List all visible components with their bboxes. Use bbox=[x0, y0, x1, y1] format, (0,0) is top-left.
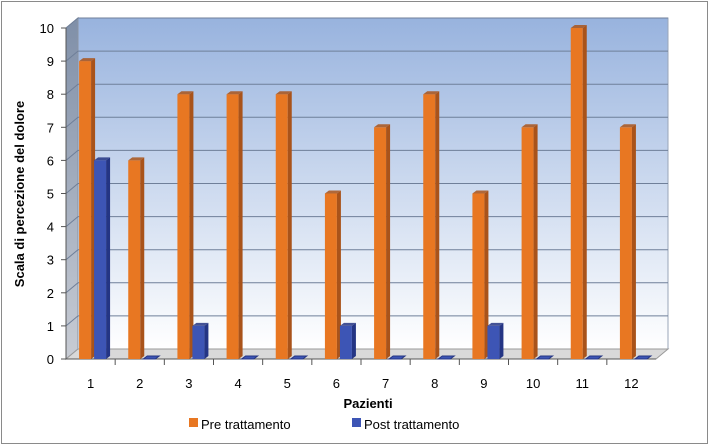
x-tick-label: 3 bbox=[185, 376, 192, 391]
y-axis-title: Scala di percezione del dolore bbox=[12, 101, 27, 287]
bar-pre bbox=[423, 94, 436, 359]
bar-post bbox=[141, 355, 161, 360]
gridline bbox=[65, 216, 668, 227]
bar-post bbox=[633, 355, 653, 360]
bar-post bbox=[289, 355, 309, 360]
y-tick-label: 10 bbox=[40, 21, 54, 36]
bar-pre-top bbox=[128, 157, 145, 161]
y-tick-label: 4 bbox=[47, 220, 54, 235]
x-tick-label: 11 bbox=[576, 376, 590, 391]
x-tick-label: 1 bbox=[87, 376, 94, 391]
legend-swatch-post bbox=[352, 418, 361, 427]
x-axis-title: Pazienti bbox=[343, 396, 392, 411]
y-tick-label: 0 bbox=[47, 352, 54, 367]
bar-post bbox=[535, 355, 555, 360]
x-tick-label: 9 bbox=[480, 376, 487, 391]
bar-pre-top bbox=[423, 91, 440, 95]
bar-pre-top bbox=[79, 58, 96, 62]
bar-post bbox=[240, 355, 260, 360]
bar-pre-side bbox=[435, 91, 440, 359]
bar-post-side bbox=[351, 322, 356, 359]
bar-pre-top bbox=[472, 190, 489, 194]
bar-pre bbox=[128, 160, 141, 359]
bar-pre-top bbox=[619, 124, 636, 128]
bar-pre-side bbox=[386, 124, 391, 359]
x-tick-label: 8 bbox=[431, 376, 438, 391]
bar-post-side bbox=[499, 322, 504, 359]
bar-post-top bbox=[94, 157, 111, 161]
gridline bbox=[65, 315, 668, 327]
bar-post-top bbox=[192, 322, 209, 326]
legend: Pre trattamento Post trattamento bbox=[189, 417, 459, 432]
bar-pre-side bbox=[582, 25, 587, 359]
y-tick-label: 1 bbox=[47, 319, 54, 334]
bar-post bbox=[584, 355, 604, 360]
gridline bbox=[65, 116, 668, 128]
x-tick-label: 10 bbox=[526, 376, 540, 391]
bar-post-side bbox=[204, 322, 209, 359]
gridline bbox=[65, 149, 668, 161]
bar-post bbox=[94, 160, 107, 359]
x-tick-label: 2 bbox=[136, 376, 143, 391]
bar-pre-top bbox=[177, 91, 194, 95]
bar-post bbox=[339, 325, 352, 359]
legend-label-post: Post trattamento bbox=[364, 417, 459, 432]
gridline bbox=[65, 17, 668, 29]
bar-pre-side bbox=[533, 124, 538, 359]
bar-pre-top bbox=[324, 190, 341, 194]
bar-post-top bbox=[487, 322, 504, 326]
gridline bbox=[65, 249, 668, 261]
y-tick-label: 9 bbox=[47, 54, 54, 69]
x-tick-label: 12 bbox=[624, 376, 638, 391]
bar-post bbox=[487, 325, 500, 359]
bar-pre-side bbox=[238, 91, 243, 359]
bar-post-side bbox=[106, 157, 111, 359]
bar-pre bbox=[275, 94, 288, 359]
bar-pre bbox=[226, 94, 239, 359]
gridline bbox=[65, 183, 668, 194]
y-tick-label: 8 bbox=[47, 87, 54, 102]
x-tick-label: 4 bbox=[234, 376, 241, 391]
bar-pre-side bbox=[631, 124, 636, 359]
bar-pre-side bbox=[287, 91, 292, 359]
bar-pre bbox=[570, 28, 583, 359]
gridline bbox=[65, 282, 668, 294]
legend-label-pre: Pre trattamento bbox=[201, 417, 291, 432]
bar-pre bbox=[521, 127, 534, 359]
x-tick-label: 6 bbox=[333, 376, 340, 391]
bar-post bbox=[387, 355, 407, 360]
bar-pre-side bbox=[336, 190, 341, 359]
bar-post bbox=[192, 325, 205, 359]
legend-swatch-pre bbox=[189, 418, 198, 427]
y-tick-label: 6 bbox=[47, 153, 54, 168]
bar-pre-side bbox=[189, 91, 194, 359]
bar-pre bbox=[177, 94, 190, 359]
y-tick-label: 2 bbox=[47, 286, 54, 301]
bar-pre bbox=[374, 127, 387, 359]
x-tick-label: 7 bbox=[382, 376, 389, 391]
gridline bbox=[65, 50, 668, 62]
bar-pre-top bbox=[521, 124, 538, 128]
bar-pre-side bbox=[484, 190, 489, 359]
x-tick-label: 5 bbox=[284, 376, 291, 391]
bar-pre-top bbox=[275, 91, 292, 95]
bar-pre-top bbox=[374, 124, 391, 128]
bar-pre-top bbox=[570, 25, 587, 28]
bar-pre bbox=[79, 61, 92, 359]
y-tick-label: 7 bbox=[47, 120, 54, 135]
gridline bbox=[65, 83, 668, 95]
y-tick-label: 5 bbox=[47, 187, 54, 202]
bar-pre bbox=[324, 193, 337, 359]
bar-pre-top bbox=[226, 91, 243, 95]
bar-pre bbox=[472, 193, 485, 359]
bar-post-top bbox=[339, 322, 356, 326]
bar-pre-side bbox=[140, 157, 145, 359]
y-tick-label: 3 bbox=[47, 253, 54, 268]
bar-pre bbox=[619, 127, 632, 359]
bar-post bbox=[436, 355, 456, 360]
